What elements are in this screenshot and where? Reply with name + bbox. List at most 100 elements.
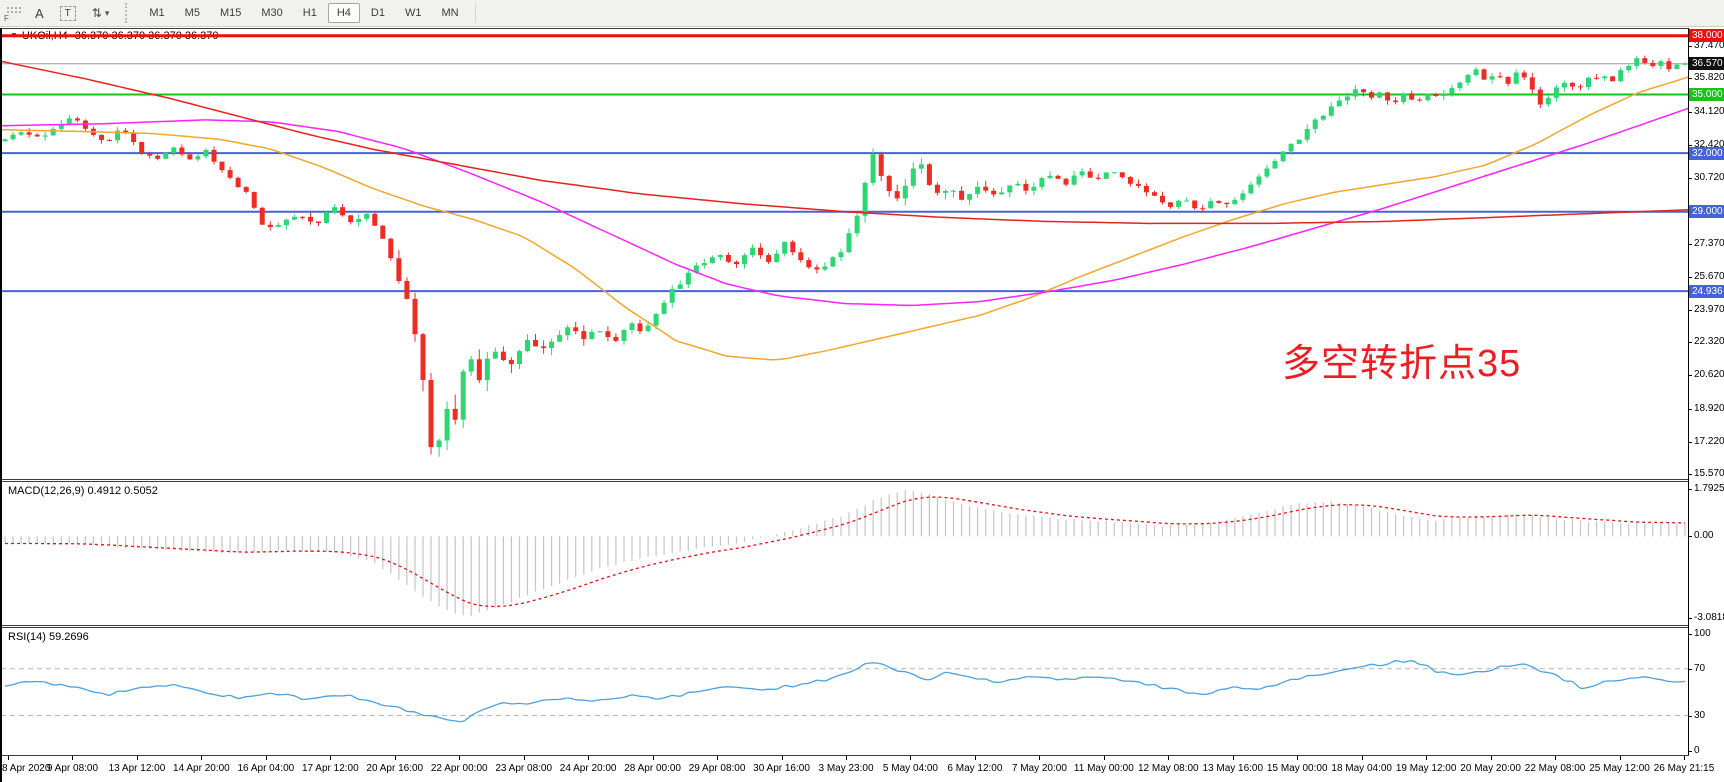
time-tick-mark	[1490, 756, 1492, 760]
price-tick-label: 18.920	[1694, 402, 1724, 414]
axis-tick-mark	[1689, 111, 1692, 113]
time-tick-mark	[910, 756, 912, 760]
time-tick-mark	[394, 756, 396, 760]
time-tick-mark	[846, 756, 847, 760]
rsi-axis-label: 70	[1694, 662, 1706, 674]
time-tick-label: 20 Apr 16:00	[366, 763, 424, 774]
price-tick-label: 37.470	[1694, 40, 1724, 52]
time-tick-mark	[72, 756, 74, 760]
pane-border	[0, 28, 1689, 29]
price-axis[interactable]: 37.470 35.820 34.120 32.420 30.720 27.370 25.6…	[1689, 28, 1724, 756]
time-tick-mark	[330, 756, 332, 760]
time-tick-mark	[1232, 756, 1234, 760]
time-tick-mark	[8, 756, 9, 760]
axis-tick-mark	[1689, 536, 1692, 538]
time-tick-mark	[523, 756, 525, 760]
macd-values: 0.4912 0.5052	[87, 485, 158, 497]
rsi-axis-label: 0	[1694, 744, 1700, 756]
price-tick-label: 23.970	[1694, 303, 1724, 315]
toolbar-grip-icon[interactable]: F	[3, 4, 25, 23]
price-chart-canvas[interactable]	[1, 29, 1689, 479]
price-tick-label: 30.720	[1694, 172, 1724, 184]
price-tick-label: 32.420	[1694, 138, 1724, 150]
axis-tick-mark	[1689, 408, 1692, 410]
time-tick-mark	[136, 756, 138, 760]
time-tick-mark	[1426, 756, 1428, 760]
price-tick-label: 34.120	[1694, 105, 1724, 117]
pane-border	[0, 627, 1689, 628]
timeframe-button-m1[interactable]: M1	[140, 3, 173, 23]
time-tick-mark	[265, 756, 267, 760]
time-tick-label: 14 Apr 20:00	[173, 763, 230, 774]
timeframe-button-h1[interactable]: H1	[294, 3, 326, 23]
timeframe-button-h4[interactable]: H4	[327, 3, 360, 23]
text-label-a-button[interactable]: A	[28, 3, 51, 23]
time-tick-mark	[1168, 756, 1170, 760]
timeframe-button-w1[interactable]: W1	[396, 3, 431, 23]
macd-name: MACD(12,26,9)	[8, 485, 85, 497]
time-tick-label: 25 May 12:00	[1589, 763, 1650, 774]
time-axis[interactable]: 8 Apr 2020 9 Apr 08:00 13 Apr 12:00 14 Apr …	[0, 756, 1724, 782]
time-tick-mark	[781, 756, 783, 760]
time-tick-mark	[1039, 756, 1041, 760]
pane-border	[0, 755, 1689, 756]
price-tick-label: 15.570	[1694, 468, 1724, 480]
time-tick-label: 20 May 20:00	[1460, 763, 1521, 774]
price-badge-29.000: 29.000	[1689, 205, 1724, 219]
time-tick-mark	[588, 756, 590, 760]
time-tick-label: 5 May 04:00	[882, 763, 938, 774]
axis-tick-mark	[1689, 715, 1692, 717]
axis-tick-mark	[1689, 488, 1692, 490]
axis-tick-mark	[1689, 375, 1692, 377]
axis-tick-mark	[1689, 474, 1692, 476]
time-tick-label: 23 Apr 08:00	[495, 763, 553, 774]
time-tick-label: 15 May 00:00	[1266, 763, 1328, 774]
price-badge-32.000: 32.000	[1689, 146, 1724, 160]
timeframe-button-m5[interactable]: M5	[176, 3, 209, 23]
macd-axis-label: -3.0818	[1694, 611, 1724, 623]
rsi-name: RSI(14)	[8, 631, 46, 643]
rsi-label: RSI(14) 59.2696	[8, 631, 89, 643]
top-toolbar: F A T ⇅ ▾ M1 M5 M15 M30 H1 H4 D1 W1 MN	[0, 0, 1724, 27]
axis-tick-mark	[1689, 144, 1692, 146]
time-tick-label: 29 Apr 08:00	[688, 763, 746, 774]
axis-tick-mark	[1689, 309, 1692, 311]
time-tick-mark	[459, 756, 461, 760]
time-tick-label: 17 Apr 12:00	[301, 763, 359, 774]
time-tick-label: 13 Apr 12:00	[108, 763, 166, 774]
time-tick-mark	[1361, 756, 1363, 760]
axis-tick-mark	[1689, 750, 1692, 752]
time-tick-mark	[1619, 756, 1621, 760]
rsi-canvas[interactable]	[1, 628, 1689, 754]
timeframe-button-m15[interactable]: M15	[211, 3, 250, 23]
time-tick-label: 30 Apr 16:00	[753, 763, 810, 774]
timeframe-buttons: M1 M5 M15 M30 H1 H4 D1 W1 MN	[139, 3, 468, 23]
caret-down-icon: ▾	[104, 7, 110, 18]
axis-tick-mark	[1689, 243, 1692, 245]
axis-tick-mark	[1689, 668, 1692, 670]
arrows-dropdown-button[interactable]: ⇅ ▾	[85, 3, 117, 23]
price-badge-38.000: 38.000	[1689, 29, 1724, 43]
macd-canvas[interactable]	[1, 482, 1689, 625]
time-tick-mark	[652, 756, 654, 760]
time-tick-label: 6 May 12:00	[947, 763, 1003, 774]
grip-f-label: F	[4, 14, 9, 23]
macd-axis-label: 1.7925	[1694, 482, 1724, 494]
time-tick-label: 7 May 20:00	[1011, 763, 1067, 774]
time-tick-label: 28 Apr 00:00	[624, 763, 681, 774]
axis-tick-mark	[1689, 633, 1692, 635]
pane-border	[0, 625, 1689, 626]
axis-tick-mark	[1689, 617, 1692, 619]
text-box-t-button[interactable]: T	[53, 3, 83, 23]
timeframe-button-mn[interactable]: MN	[432, 3, 467, 23]
rsi-axis-label: 30	[1694, 709, 1706, 721]
axis-tick-mark	[1689, 178, 1692, 180]
timeframe-button-d1[interactable]: D1	[362, 3, 394, 23]
timeframe-button-m30[interactable]: M30	[252, 3, 291, 23]
toolbar-separator	[125, 3, 133, 23]
time-tick-mark	[974, 756, 976, 760]
time-tick-label: 13 May 16:00	[1202, 763, 1264, 774]
annotation-text: 多空转折点35	[1282, 343, 1522, 385]
chart-area[interactable]: ▼UKOil,H436.370 36.370 36.370 36.370 多空转…	[0, 28, 1724, 782]
time-tick-label: 11 May 00:00	[1073, 763, 1134, 774]
